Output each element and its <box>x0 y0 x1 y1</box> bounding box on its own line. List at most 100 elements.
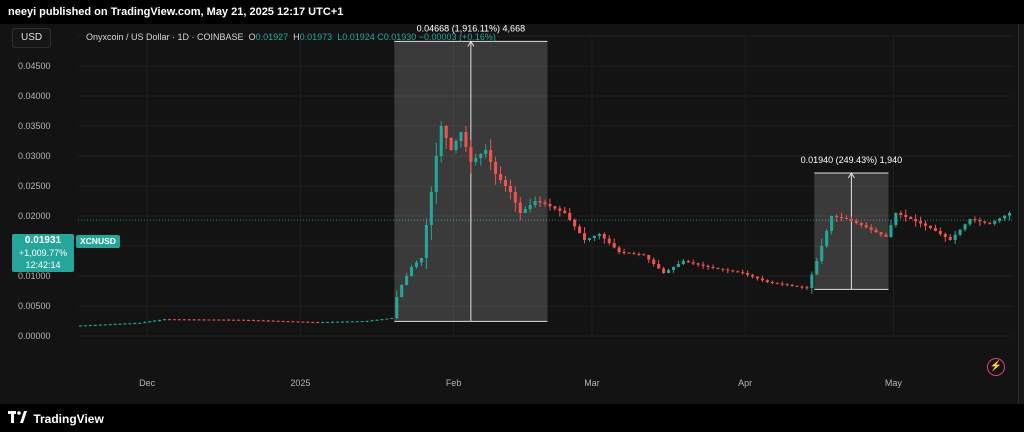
candle-body <box>202 319 206 321</box>
tradingview-logo-icon <box>8 405 28 432</box>
candle-body <box>350 321 354 323</box>
price-chart[interactable]: 0.050000.045000.040000.035000.030000.025… <box>0 23 1018 404</box>
symbol-tag: XCNUSD <box>76 235 120 248</box>
candle-body <box>217 319 221 321</box>
high-label: H <box>293 32 300 42</box>
candle-body <box>227 319 231 321</box>
candle-body <box>469 147 473 162</box>
candle-body <box>355 321 359 323</box>
candle-body <box>790 285 794 286</box>
candle-body <box>681 261 685 264</box>
x-tick-label: May <box>885 378 903 388</box>
candle-body <box>380 319 384 321</box>
measure-label: 0.04668 (1,916.11%) 4,668 <box>417 24 525 33</box>
candle-body <box>212 319 216 321</box>
candle-body <box>1003 215 1007 219</box>
candle-body <box>864 225 868 228</box>
candle-body <box>296 321 300 323</box>
candle-body <box>676 264 680 267</box>
candle-body <box>528 205 532 209</box>
candle-body <box>988 222 992 224</box>
candle-body <box>222 319 226 321</box>
candle-body <box>978 220 982 222</box>
candle-body <box>311 321 315 323</box>
candle-body <box>632 253 636 255</box>
measure-arrow-head <box>467 40 475 47</box>
candle-body <box>869 227 873 230</box>
candle-body <box>780 283 784 285</box>
candle-body <box>375 319 379 321</box>
candle-body <box>612 243 616 248</box>
measure-arrow-head <box>847 172 855 179</box>
candle-body <box>919 221 923 224</box>
symbol-legend: Onyxcoin / US Dollar · 1D · COINBASE O0.… <box>86 32 496 42</box>
candle-body <box>825 231 829 246</box>
candle-body <box>197 319 201 321</box>
candle-body <box>968 219 972 225</box>
candle-body <box>741 272 745 274</box>
candle-body <box>938 231 942 234</box>
candle-body <box>983 221 987 223</box>
candle-body <box>429 192 433 225</box>
candle-body <box>405 276 409 285</box>
candle-body <box>657 264 661 269</box>
candle-body <box>835 216 839 217</box>
x-tick-label: Dec <box>139 378 156 388</box>
candle-body <box>548 204 552 207</box>
candle-body <box>711 267 715 268</box>
candle-body <box>385 318 389 320</box>
candle-body <box>246 319 251 321</box>
candle-body <box>904 215 908 217</box>
candle-body <box>83 325 87 327</box>
candle-body <box>933 228 937 231</box>
candle-body <box>859 223 863 225</box>
high-value: 0.01973 <box>299 32 333 42</box>
candle-body <box>335 321 339 323</box>
candle-body <box>889 225 893 237</box>
candle-body <box>597 234 601 236</box>
candle-body <box>162 319 167 321</box>
candle-body <box>345 321 349 323</box>
candle-body <box>899 213 903 215</box>
candle-body <box>874 229 878 233</box>
candle-body <box>316 322 320 324</box>
candle-body <box>998 218 1002 222</box>
candle-body <box>187 319 191 321</box>
candle-body <box>494 162 498 174</box>
candle-body <box>326 321 330 323</box>
measure-label: 0.01940 (249.43%) 1,940 <box>801 155 903 165</box>
candle-body <box>736 271 740 273</box>
publisher-line: neeyi published on TradingView.com, May … <box>8 6 344 18</box>
candle-body <box>395 297 399 318</box>
candle-body <box>914 219 918 222</box>
candle-body <box>760 278 764 281</box>
currency-selector[interactable]: USD <box>12 28 52 48</box>
candle-body <box>400 285 404 297</box>
candle-body <box>108 324 112 326</box>
candle-body <box>726 269 730 271</box>
candle-body <box>652 259 656 264</box>
candle-body <box>321 322 325 324</box>
candle-body <box>721 268 725 270</box>
candle-body <box>419 258 423 263</box>
candle-body <box>123 323 127 325</box>
lightning-bolt-icon[interactable]: ⚡ <box>987 358 1005 376</box>
candle-body <box>573 219 577 227</box>
candle-body <box>553 206 557 209</box>
candle-body <box>993 221 997 224</box>
candle-body <box>301 321 305 323</box>
open-label: O <box>248 32 256 42</box>
candle-body <box>113 323 117 325</box>
candle-body <box>98 324 102 326</box>
candle-body <box>103 324 107 326</box>
legend-rest: L0.01924 C0.01930 −0.00003 (+0.16%) <box>337 32 496 42</box>
candle-body <box>484 150 488 154</box>
candle-body <box>731 270 735 272</box>
candle-body <box>928 225 932 228</box>
candle-body <box>153 320 157 322</box>
candle-body <box>849 219 853 221</box>
candle-body <box>281 321 285 322</box>
candle-body <box>138 322 142 324</box>
candle-body <box>340 321 344 323</box>
y-tick-label: 0.02000 <box>18 211 51 221</box>
